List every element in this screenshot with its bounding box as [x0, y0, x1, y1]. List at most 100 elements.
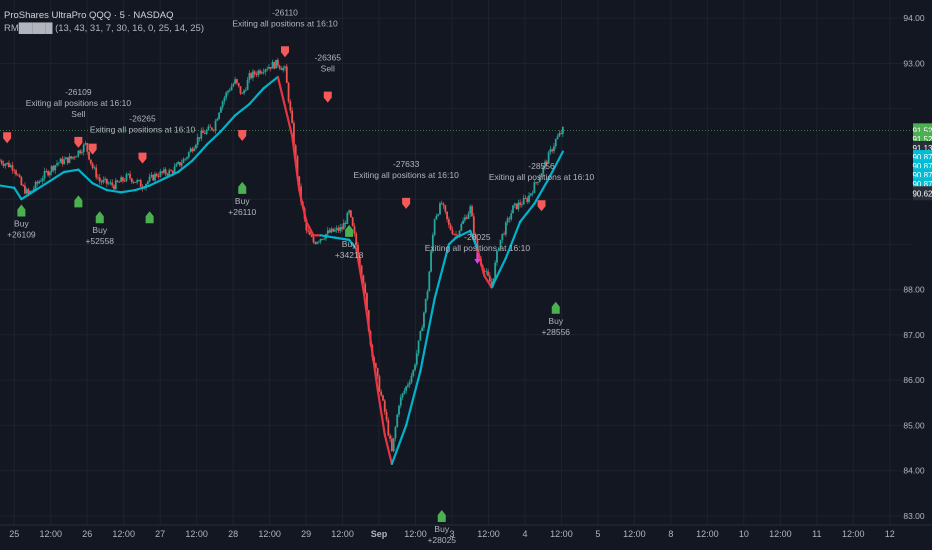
- candle-body: [212, 129, 215, 131]
- exit-label: Exiting all positions at 16:10: [425, 243, 531, 253]
- candle-body: [25, 189, 28, 194]
- candle-body: [219, 107, 222, 113]
- time-tick-label: Sep: [371, 529, 388, 539]
- candle-body: [57, 162, 60, 164]
- candle-body: [130, 178, 133, 183]
- candle-body: [355, 233, 358, 245]
- candle-body: [168, 170, 171, 176]
- candle-body: [146, 181, 149, 184]
- candle-body: [488, 275, 491, 282]
- candle-body: [271, 62, 274, 69]
- sell-marker: [281, 46, 289, 58]
- candle-body: [284, 66, 286, 68]
- time-tick-label: 12:00: [404, 529, 427, 539]
- candle-body: [250, 73, 253, 79]
- buy-label: Buy: [342, 239, 357, 249]
- time-tick-label: 8: [668, 529, 673, 539]
- candle-body: [196, 137, 199, 145]
- candle-body: [173, 166, 176, 174]
- candle-body: [442, 203, 445, 206]
- candle-body: [260, 72, 263, 74]
- candle-body: [309, 231, 311, 235]
- candle-body: [68, 156, 71, 163]
- indicator-segment: [469, 229, 479, 251]
- candle-body: [353, 226, 356, 234]
- indicator-segment: [20, 188, 37, 201]
- candle-body: [139, 180, 142, 187]
- price-tick-label: 86.00: [903, 375, 925, 385]
- indicator-segment: [162, 170, 180, 180]
- indicator-segment: [362, 288, 372, 341]
- price-axis[interactable]: 94.00 93.00 88.00 87.00 86.00 85.00 84.00 83.00…: [903, 13, 932, 521]
- candle-body: [234, 79, 237, 84]
- candle-body: [558, 133, 561, 137]
- indicator-segment: [191, 143, 208, 162]
- candle-body: [154, 173, 156, 181]
- candle-body: [32, 188, 35, 191]
- candle-body: [280, 68, 283, 71]
- candle-body: [421, 327, 424, 332]
- candle-body: [266, 68, 269, 70]
- sell-label: Exiting all positions at 16:10: [90, 125, 196, 135]
- time-tick-label: 12:00: [185, 529, 208, 539]
- buy-marker: [345, 224, 354, 237]
- candle-body: [79, 150, 82, 154]
- candle-body: [179, 162, 181, 166]
- time-tick-label: 12:00: [331, 529, 354, 539]
- candle-body: [328, 230, 331, 233]
- candle-body: [547, 152, 550, 164]
- candle-body: [187, 152, 190, 158]
- candle-body: [273, 62, 276, 69]
- candle-body: [362, 275, 365, 284]
- price-tick-label: 94.00: [903, 13, 925, 23]
- candle-body: [0, 160, 3, 164]
- candle-body: [132, 181, 135, 183]
- time-tick-label: 12:00: [623, 529, 646, 539]
- time-tick-label: 3: [450, 529, 455, 539]
- time-tick-label: 12:00: [550, 529, 573, 539]
- candle-body: [282, 67, 285, 71]
- time-axis[interactable]: 25 12:00 26 12:00 27 12:00 28 12:00 29 12:00 Sep 12…: [0, 524, 932, 539]
- candle-body: [175, 163, 178, 167]
- indicator-segment: [0, 184, 16, 189]
- sell-marker: [138, 152, 147, 164]
- indicator-title[interactable]: RM█████ (13, 43, 31, 7, 30, 16, 0, 25, 1…: [4, 23, 205, 34]
- candle-body: [184, 158, 187, 160]
- candle-body: [268, 67, 270, 69]
- candle-body: [524, 197, 527, 199]
- candle-body: [458, 230, 461, 236]
- price-label: 90.87: [912, 180, 932, 189]
- candle-body: [467, 213, 470, 219]
- candle-body: [77, 150, 80, 157]
- symbol-title[interactable]: ProShares UltraPro QQQ · 5 · NASDAQ: [4, 10, 174, 21]
- candle-body: [102, 179, 105, 183]
- candle-body: [424, 298, 427, 313]
- candle-body: [43, 170, 46, 179]
- candle-body: [4, 163, 7, 166]
- candle-body: [0, 160, 1, 162]
- candle-body: [123, 180, 126, 182]
- candle-body: [451, 229, 454, 235]
- candle-body: [554, 139, 557, 147]
- candle-body: [291, 110, 294, 123]
- candle-body: [189, 148, 192, 153]
- candle-body: [211, 127, 213, 130]
- candle-body: [494, 262, 497, 279]
- candle-body: [357, 244, 359, 257]
- time-tick-label: 11: [812, 529, 821, 539]
- chart-legend: ProShares UltraPro QQQ · 5 · NASDAQ RM██…: [4, 9, 204, 35]
- candle-body: [157, 176, 160, 177]
- candle-body: [396, 414, 399, 428]
- indicator-segment: [298, 188, 308, 223]
- candle-body: [323, 238, 326, 240]
- sell-label: -27633: [393, 159, 420, 169]
- sell-marker: [238, 130, 247, 142]
- candle-body: [61, 158, 64, 165]
- candle-body: [205, 130, 208, 134]
- candle-body: [48, 172, 51, 176]
- candle-body: [535, 182, 538, 184]
- candle-body: [444, 205, 447, 212]
- candle-body: [540, 173, 543, 178]
